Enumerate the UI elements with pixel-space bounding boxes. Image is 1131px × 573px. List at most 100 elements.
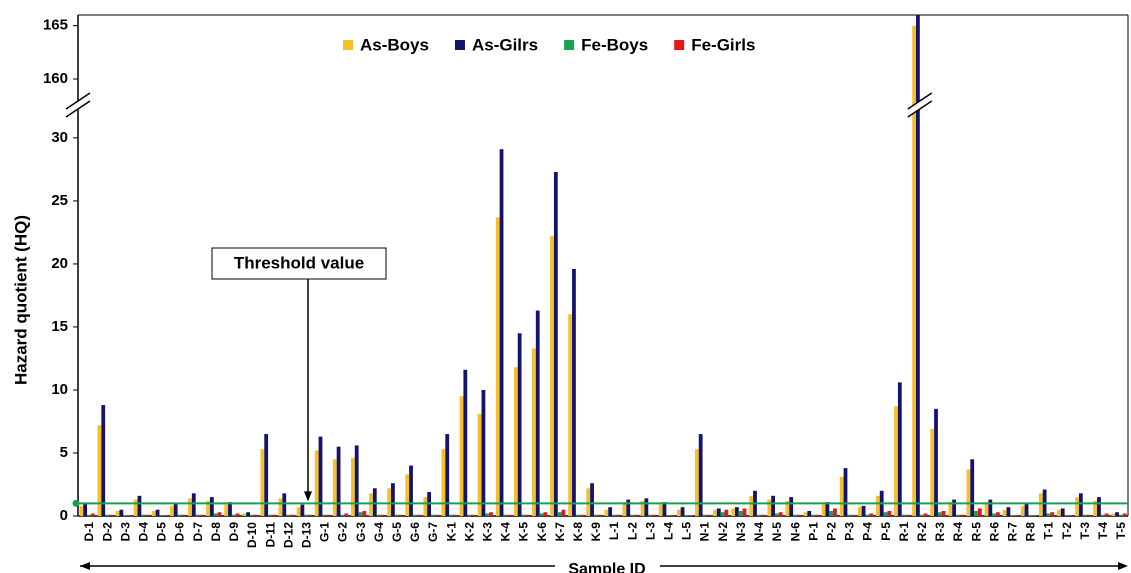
bar [666,515,671,516]
bar [811,514,815,516]
bar [608,507,613,516]
legend-swatch [564,40,575,50]
bar [286,514,290,516]
bar [847,514,852,516]
threshold-dot [72,499,80,507]
bar [557,512,562,516]
bar [796,514,801,516]
bar [887,510,892,516]
bar [326,514,330,516]
legend-swatch [343,40,353,50]
bar [228,502,232,516]
x-tick-label: G-2 [336,522,350,542]
bar [105,514,109,516]
bar [513,367,518,516]
bar [626,499,631,516]
x-tick-label: D-7 [191,522,205,542]
bar [988,499,993,516]
bar [503,514,508,516]
bar [369,493,373,516]
x-tick-label: D-11 [263,522,277,548]
bar [115,510,120,516]
y-tick-label: 25 [51,192,68,209]
bar [793,514,797,516]
bar [590,483,594,516]
bar [923,513,928,516]
x-tick-label: K-9 [589,522,603,542]
bar [101,405,106,516]
bar [622,502,627,516]
bar [463,369,468,516]
bar [604,509,609,516]
bar [1038,493,1043,516]
bar [181,514,186,516]
bar [865,514,870,516]
bar [833,508,837,516]
bar [471,514,475,516]
bar [1024,503,1029,516]
x-tick-label: N-5 [770,522,784,542]
bar [332,459,337,516]
x-tick-label: K-2 [462,522,476,542]
bar [579,514,584,516]
bar [829,510,834,516]
x-tick-label: T-5 [1114,522,1128,540]
x-tick-label: L-4 [662,522,676,540]
x-tick-label: K-1 [444,522,458,542]
bar [467,514,472,516]
bar [477,413,482,516]
bar [640,500,645,516]
bar [525,514,530,516]
legend-swatch [674,40,685,50]
x-tick-label: G-1 [318,522,332,542]
bar [586,488,591,516]
bar [785,500,790,516]
bar [231,514,236,516]
bar [1028,515,1033,516]
bar [409,465,413,516]
x-tick-label: D-2 [100,522,114,542]
bar [948,502,953,516]
bar [774,513,779,516]
bar [452,514,457,516]
x-tick-label: K-8 [571,522,585,542]
bar [543,512,548,516]
bar [553,171,558,516]
bar [322,514,327,516]
bar [702,514,707,516]
bar [351,458,355,516]
bar [720,512,725,516]
bar [264,434,269,516]
bar [127,515,131,516]
bar [372,488,377,516]
bar [952,499,957,516]
bar [612,514,616,516]
bar [977,508,982,516]
bar [188,498,192,516]
bar [789,497,794,516]
bar [825,502,830,516]
bar [857,507,862,516]
x-tick-label: L-5 [680,522,694,540]
bar [966,469,971,516]
y-tick-label: 10 [51,381,68,398]
bar [901,514,906,516]
y-tick-label: 30 [51,129,68,146]
x-tick-label: G-5 [390,522,404,542]
x-tick-label: T-2 [1060,522,1074,540]
bar [1032,515,1037,516]
bar [1064,515,1069,516]
bar [688,515,693,516]
bar [724,509,729,516]
axis-break-line [907,100,933,118]
bar [481,389,486,516]
bar [260,449,265,516]
bar [535,310,540,516]
bar [633,514,638,516]
bar [568,314,573,516]
bar [242,513,247,516]
x-tick-label: P-5 [879,522,893,541]
legend-label: Fe-Boys [581,35,648,54]
bar [572,268,576,516]
